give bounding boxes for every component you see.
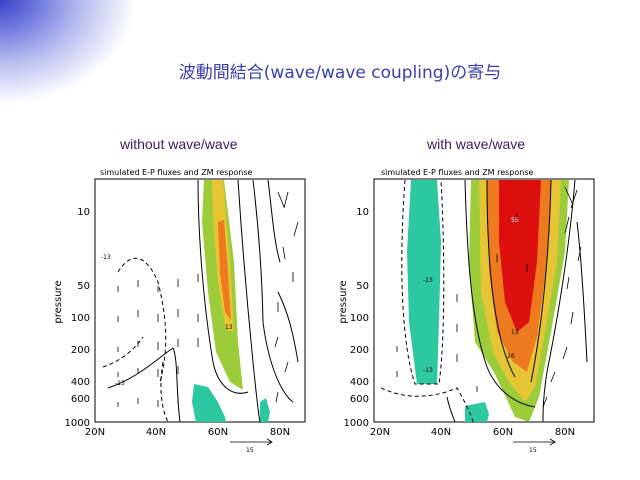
right-panel-label: with wave/wave: [427, 136, 526, 152]
svg-text:400: 400: [71, 377, 90, 388]
left-plot-frame: [94, 178, 306, 423]
right-teal-fill-2: [465, 402, 489, 422]
svg-text:13: 13: [511, 329, 519, 336]
svg-text:55: 55: [511, 217, 519, 224]
svg-text:10: 10: [77, 207, 90, 218]
svg-text:-13: -13: [115, 380, 125, 387]
corner-gradient-decoration: [0, 0, 170, 130]
svg-text:40N: 40N: [146, 427, 166, 438]
svg-text:200: 200: [71, 345, 90, 356]
right-teal-fill: [407, 180, 441, 384]
svg-text:40N: 40N: [431, 427, 451, 438]
right-x-ticks: 20N 40N 60N 80N: [370, 427, 575, 438]
left-contour-labels: -13 13 -13: [101, 254, 233, 387]
svg-text:1000: 1000: [65, 418, 90, 429]
svg-text:-13: -13: [101, 254, 111, 261]
right-red-fill: [499, 180, 541, 332]
svg-text:20N: 20N: [85, 427, 105, 438]
svg-text:60N: 60N: [208, 427, 228, 438]
right-y-ticks: 10 50 100 200 400 600 1000: [344, 207, 369, 429]
left-y-ticks: 10 50 100 200 400 600 1000: [65, 207, 90, 429]
left-orange-fill: [218, 220, 231, 320]
left-scale-label: 15: [246, 447, 254, 454]
svg-text:13: 13: [225, 324, 233, 331]
svg-text:-13: -13: [423, 277, 433, 284]
svg-text:600: 600: [350, 394, 369, 405]
svg-text:200: 200: [350, 345, 369, 356]
svg-text:100: 100: [350, 313, 369, 324]
svg-text:600: 600: [71, 394, 90, 405]
svg-text:26: 26: [507, 353, 515, 360]
svg-text:50: 50: [77, 281, 90, 292]
left-teal-fill: [192, 384, 226, 422]
svg-text:100: 100: [71, 313, 90, 324]
left-plot-title: simulated E-P fluxes and ZM response: [100, 168, 253, 177]
left-teal-fill-2: [260, 398, 270, 422]
svg-text:50: 50: [356, 281, 369, 292]
svg-text:80N: 80N: [270, 427, 290, 438]
svg-text:60N: 60N: [493, 427, 513, 438]
svg-text:20N: 20N: [370, 427, 390, 438]
right-y-axis-label: pressure: [338, 280, 349, 323]
right-plot-title: simulated E-P fluxes and ZM response: [381, 168, 534, 177]
svg-text:10: 10: [356, 207, 369, 218]
left-panel-label: without wave/wave: [120, 136, 238, 152]
svg-text:-13: -13: [423, 367, 433, 374]
right-contour-labels: 55: [511, 217, 519, 224]
right-ep-flux-arrows: [396, 186, 582, 408]
left-y-axis-label: pressure: [53, 280, 64, 323]
svg-text:400: 400: [350, 377, 369, 388]
right-scale-arrow: [513, 438, 556, 446]
left-scale-arrow: [230, 438, 273, 446]
svg-text:80N: 80N: [555, 427, 575, 438]
right-scale-label: 15: [529, 447, 537, 454]
slide-title: 波動間結合(wave/wave coupling)の寄与: [178, 63, 502, 83]
right-plot: 10 50 100 200 400 600 1000 20N 40N 60N 8…: [338, 168, 595, 454]
left-plot: 10 50 100 200 400 600 1000 20N 40N 60N 8…: [53, 168, 306, 454]
right-contour-labels-dark: -13 13 26 -13: [423, 277, 519, 374]
left-ep-flux-arrows: [117, 191, 299, 407]
left-x-ticks: 20N 40N 60N 80N: [85, 427, 290, 438]
svg-text:1000: 1000: [344, 418, 369, 429]
